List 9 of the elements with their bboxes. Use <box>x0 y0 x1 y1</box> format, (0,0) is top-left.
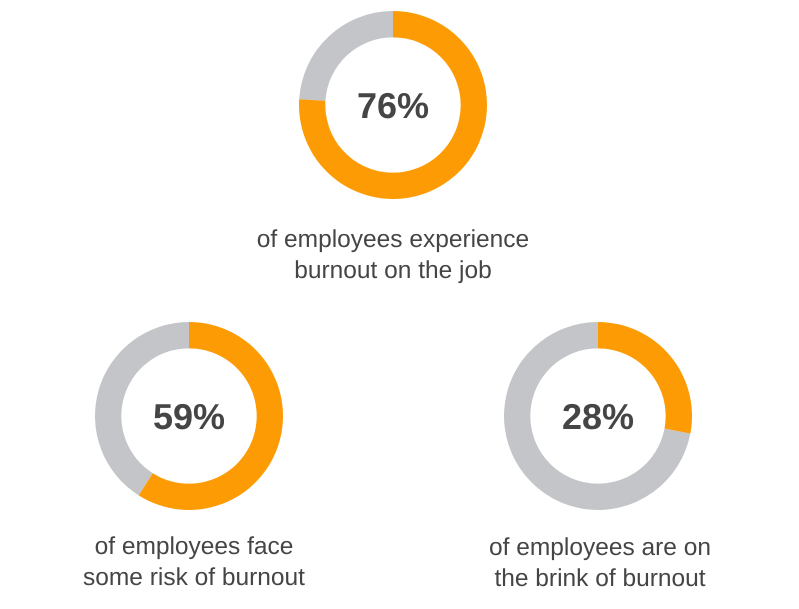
donut-slice <box>138 322 283 510</box>
text: 76% <box>356 84 430 126</box>
donut-slice <box>504 322 690 510</box>
text: 59% <box>152 396 226 437</box>
text: 28% <box>562 396 634 437</box>
text: of employees experience burnout on the job <box>256 226 530 284</box>
text: of employees face some risk of burnout <box>83 533 306 591</box>
donut-slice <box>299 11 487 199</box>
text: of employees are on the brink of burnout <box>489 534 711 592</box>
